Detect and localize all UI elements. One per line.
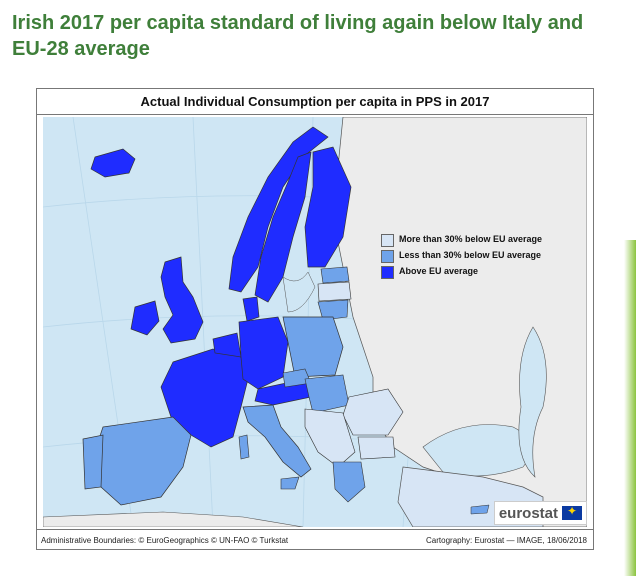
headline: Irish 2017 per capita standard of living…: [12, 12, 584, 60]
legend-swatch-medium: [381, 250, 394, 263]
region-greece: [332, 461, 366, 503]
europe-map-svg: [43, 117, 587, 527]
region-lithuania: [317, 299, 349, 321]
region-sicily: [280, 476, 300, 490]
region-poland: [282, 316, 344, 378]
region-germany: [238, 316, 289, 390]
eu-flag-icon: [562, 504, 582, 520]
region-hungary-slovakia: [304, 374, 350, 414]
north-africa: [43, 511, 304, 527]
region-finland: [304, 146, 352, 268]
logo-text: eurostat: [498, 504, 558, 522]
region-bulgaria: [357, 436, 396, 460]
region-denmark: [242, 296, 260, 322]
region-estonia: [320, 266, 350, 284]
region-sardinia: [238, 434, 250, 460]
legend-label: Above EU average: [399, 266, 479, 276]
map-title: Actual Individual Consumption per capita…: [37, 89, 593, 115]
region-sweden: [254, 151, 312, 303]
region-iceland: [90, 148, 136, 178]
europe-map: More than 30% below EU average Less than…: [43, 117, 587, 527]
legend-label: Less than 30% below EU average: [399, 250, 542, 260]
legend-label: More than 30% below EU average: [399, 234, 543, 244]
region-ireland: [130, 300, 160, 336]
region-uk: [160, 256, 204, 344]
baltic-sea: [282, 271, 316, 313]
eurostat-logo: eurostat: [493, 501, 587, 525]
region-portugal: [82, 434, 104, 490]
map-frame: Actual Individual Consumption per capita…: [36, 88, 594, 550]
map-footer: Administrative Boundaries: © EuroGeograp…: [37, 529, 593, 549]
footer-cartography: Cartography: Eurostat — IMAGE, 18/06/201…: [426, 536, 587, 545]
legend-swatch-dark: [381, 266, 394, 279]
region-cyprus: [470, 504, 490, 515]
legend-swatch-light: [381, 234, 394, 247]
region-italy: [242, 404, 312, 478]
region-latvia: [317, 281, 352, 302]
decorative-accent: [624, 240, 636, 576]
footer-boundaries: Administrative Boundaries: © EuroGeograp…: [41, 536, 289, 545]
caspian-sea: [518, 326, 547, 478]
